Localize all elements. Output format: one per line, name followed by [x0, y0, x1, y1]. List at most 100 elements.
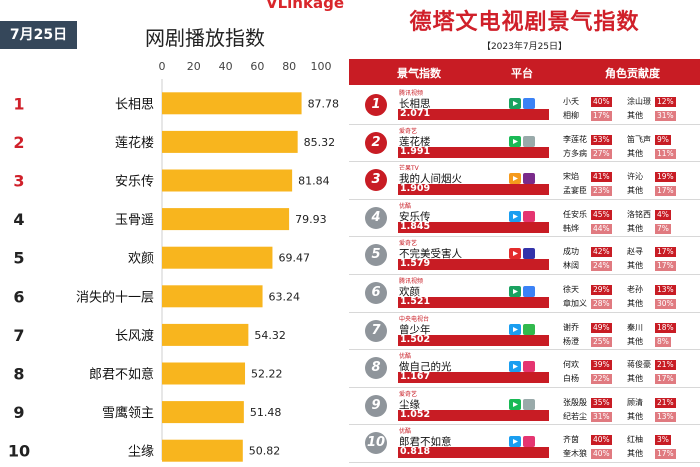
role-percent: 40%: [591, 97, 612, 107]
role-name: 孟宴臣: [563, 186, 587, 196]
category-label: 长相思: [115, 97, 154, 112]
index-bar: 1.502: [398, 334, 549, 346]
role-percent: 11%: [655, 148, 676, 159]
rank-number: 1: [13, 94, 24, 113]
data-label: 85.32: [304, 136, 336, 149]
category-label: 郎君不如意: [89, 367, 154, 383]
platform-logo-icon: [523, 210, 535, 222]
index-value: 1.991: [400, 145, 431, 157]
role-name: 小夭: [563, 97, 579, 106]
role-name: 杨澄: [563, 336, 579, 346]
index-value: 1.909: [400, 183, 431, 195]
index-bar: 1.991: [398, 145, 549, 158]
role-percent: 4%: [655, 209, 671, 220]
x-tick-label: 60: [250, 60, 264, 73]
role-percent: 49%: [591, 322, 612, 333]
role-percent: 41%: [591, 172, 612, 183]
header-platform: 平台: [511, 67, 533, 80]
role-name: 任安乐: [563, 209, 587, 219]
rank-badge: 2: [365, 131, 387, 154]
ranking-row: 9 爱奇艺 尘缘 1.052 张殷殷 35% 顾清 21% 纪若尘 31% 其他 13%: [349, 388, 700, 426]
right-index-panel: 德塔文电视剧景气指数 【2023年7月25日】 景气指数 平台 角色贡献度 1 腾…: [349, 0, 700, 467]
platform-label: 芒果TV: [399, 165, 419, 173]
ranking-row: 8 优酷 做自己的光 1.167 何欢 39% 蒋俊豪 21% 白杨 22% 其他 17%: [349, 350, 700, 388]
role-percent: 25%: [591, 336, 612, 347]
platform-logo-icon: [523, 436, 535, 448]
platform-logo-icon: [523, 173, 535, 185]
category-label: 消失的十一层: [76, 289, 154, 305]
rank-badge: 6: [365, 281, 387, 304]
index-value: 1.521: [400, 295, 431, 307]
show-name: 长相思: [399, 98, 431, 110]
role-name: 涂山璟: [627, 97, 651, 106]
role-percent: 17%: [655, 449, 676, 460]
role-percent: 17%: [655, 186, 676, 197]
rank-badge: 1: [365, 94, 387, 116]
role-percent: 35%: [591, 397, 612, 408]
role-percent: 23%: [591, 186, 612, 197]
role-percent: 53%: [591, 134, 612, 145]
platform-logo-icon: [523, 98, 535, 109]
index-value: 1.845: [400, 220, 431, 232]
role-name: 林阔: [563, 261, 579, 271]
panel-date: 【2023年7月25日】: [481, 42, 568, 52]
platform-logo-icon: [509, 210, 521, 222]
ranking-row: 3 芒果TV 我的人间烟火 1.909 宋焰 41% 许沁 19% 孟宴臣 23% 其他 17%: [349, 162, 700, 200]
role-percent: 3%: [655, 435, 671, 446]
role-name: 其他: [627, 111, 643, 120]
ranking-row: 6 腾讯视频 欢颜 1.521 徐天 29% 老孙 13% 章加义 28% 其他 30%: [349, 275, 700, 313]
platform-logo-icon: [509, 135, 521, 147]
ranking-row: 10 优酷 郎君不如意 0.818 齐茵 40% 红柚 3% 奎木狼 40% 其他 17%: [349, 425, 700, 463]
role-percent: 39%: [591, 360, 612, 371]
bar: [162, 439, 243, 462]
platform-label: 优酷: [399, 202, 412, 210]
role-name: 齐茵: [563, 435, 579, 445]
header-index: 景气指数: [397, 67, 441, 80]
role-name: 秦川: [627, 322, 643, 332]
role-percent: 21%: [655, 397, 676, 408]
bar: [162, 362, 246, 385]
role-percent: 17%: [655, 374, 676, 385]
rank-number: 2: [13, 133, 24, 152]
index-value: 1.052: [400, 408, 431, 420]
category-label: 长风渡: [115, 328, 154, 344]
role-name: 其他: [627, 261, 643, 271]
role-percent: 17%: [655, 247, 676, 258]
data-label: 54.32: [254, 329, 286, 342]
platform-logo-icon: [523, 398, 535, 410]
role-name: 纪若尘: [563, 411, 587, 421]
index-value: 2.071: [400, 108, 431, 119]
role-percent: 40%: [591, 435, 612, 446]
show-name: 莲花楼: [399, 135, 431, 148]
bar: [162, 92, 302, 115]
role-name: 许沁: [627, 172, 643, 182]
platform-logo-icon: [509, 398, 521, 410]
bar: [162, 246, 273, 269]
data-label: 50.82: [249, 445, 281, 458]
rank-number: 5: [13, 249, 24, 268]
bar-chart: 0 20 40 60 80 100 1 长相思 87.78 2 莲花楼 85.32 3 安乐传 81.84 4…: [8, 60, 339, 462]
index-bar: 0.818: [398, 446, 549, 459]
platform-logo-icon: [509, 323, 521, 335]
data-label: 52.22: [251, 368, 282, 381]
role-name: 白杨: [563, 374, 579, 384]
role-percent: 24%: [591, 261, 612, 272]
brand-logo: VLinkage: [266, 0, 344, 12]
role-percent: 29%: [591, 284, 612, 295]
data-label: 63.24: [269, 290, 301, 303]
role-percent: 44%: [591, 223, 612, 234]
role-name: 顾清: [627, 397, 643, 407]
index-bar: 1.845: [398, 220, 549, 233]
rank-badge: 10: [365, 432, 387, 455]
role-percent: 12%: [655, 97, 676, 107]
left-chart-panel: 7月25日 VLinkage 网剧播放指数 0 20 40 60 80 100 1 长相思 87…: [0, 0, 347, 467]
category-label: 欢颜: [128, 251, 154, 267]
role-percent: 22%: [591, 374, 612, 385]
header-contribution: 角色贡献度: [605, 67, 660, 80]
category-label: 安乐传: [115, 175, 154, 190]
role-name: 其他: [627, 449, 643, 459]
role-name: 方多病: [563, 148, 587, 158]
bar: [162, 130, 298, 153]
role-name: 章加义: [563, 298, 587, 308]
role-name: 红柚: [627, 435, 643, 445]
